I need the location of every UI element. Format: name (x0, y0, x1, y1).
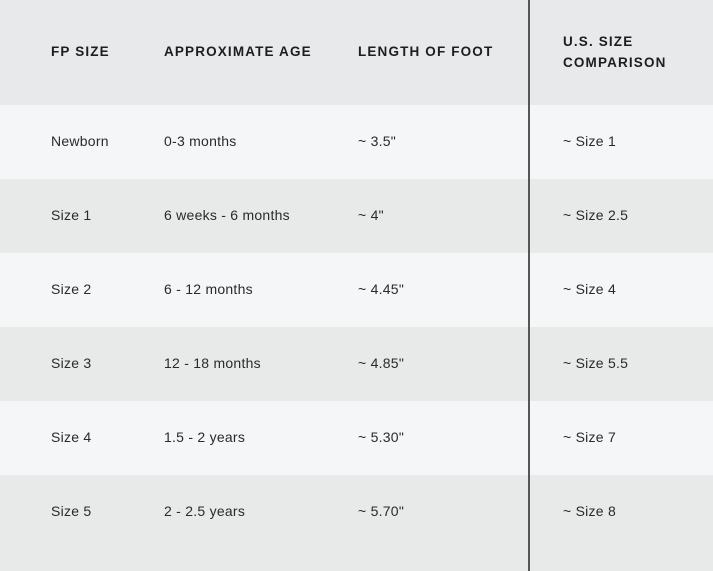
column-header-label: FP SIZE (51, 44, 110, 60)
cell-value: 6 weeks - 6 months (164, 207, 290, 224)
cell-approximate-age: 2 - 2.5 years (164, 475, 354, 549)
cell-approximate-age: 0-3 months (164, 105, 354, 179)
cell-value: 6 - 12 months (164, 281, 253, 298)
cell-fp-size: Size 2 (51, 253, 161, 327)
column-header-approximate-age: APPROXIMATE AGE (164, 0, 354, 105)
cell-value: ~ 4.85" (358, 355, 405, 372)
cell-us-size: ~ Size 4 (563, 253, 703, 327)
table-row: Newborn 0-3 months ~ 3.5" ~ Size 1 (0, 105, 713, 179)
cell-value: ~ 5.30" (358, 429, 405, 446)
cell-value: ~ Size 1 (563, 133, 616, 150)
cell-fp-size: Size 1 (51, 179, 161, 253)
table-row: Size 4 1.5 - 2 years ~ 5.30" ~ Size 7 (0, 401, 713, 475)
cell-approximate-age: 12 - 18 months (164, 327, 354, 401)
column-header-fp-size: FP SIZE (51, 0, 161, 105)
cell-value: 1.5 - 2 years (164, 429, 246, 446)
column-header-label: APPROXIMATE AGE (164, 44, 312, 60)
table-row: Size 5 2 - 2.5 years ~ 5.70" ~ Size 8 (0, 475, 713, 571)
cell-value: ~ Size 2.5 (563, 207, 629, 224)
table-row: Size 1 6 weeks - 6 months ~ 4" ~ Size 2.… (0, 179, 713, 253)
cell-value: Size 1 (51, 207, 92, 224)
cell-length-of-foot: ~ 5.70" (358, 475, 523, 549)
column-header-us-size-comparison: U.S. SIZE COMPARISON (563, 0, 703, 105)
cell-value: 0-3 months (164, 133, 237, 150)
cell-length-of-foot: ~ 4.45" (358, 253, 523, 327)
cell-fp-size: Newborn (51, 105, 161, 179)
cell-approximate-age: 6 weeks - 6 months (164, 179, 354, 253)
column-header-label: U.S. SIZE COMPARISON (563, 34, 667, 70)
cell-us-size: ~ Size 7 (563, 401, 703, 475)
cell-value: ~ 3.5" (358, 133, 396, 150)
cell-value: Size 3 (51, 355, 92, 372)
column-header-length-of-foot: LENGTH OF FOOT (358, 0, 523, 105)
cell-us-size: ~ Size 5.5 (563, 327, 703, 401)
table-row: Size 3 12 - 18 months ~ 4.85" ~ Size 5.5 (0, 327, 713, 401)
cell-approximate-age: 6 - 12 months (164, 253, 354, 327)
cell-value: Size 5 (51, 503, 92, 520)
column-divider (528, 0, 530, 571)
table-row: Size 2 6 - 12 months ~ 4.45" ~ Size 4 (0, 253, 713, 327)
cell-fp-size: Size 4 (51, 401, 161, 475)
cell-fp-size: Size 5 (51, 475, 161, 549)
cell-value: ~ 5.70" (358, 503, 405, 520)
cell-value: ~ Size 7 (563, 429, 616, 446)
cell-value: Size 2 (51, 281, 92, 298)
cell-length-of-foot: ~ 4" (358, 179, 523, 253)
cell-fp-size: Size 3 (51, 327, 161, 401)
cell-value: ~ Size 5.5 (563, 355, 629, 372)
cell-value: ~ Size 8 (563, 503, 616, 520)
cell-value: Newborn (51, 133, 109, 150)
cell-length-of-foot: ~ 4.85" (358, 327, 523, 401)
cell-value: ~ Size 4 (563, 281, 616, 298)
table-header-row: FP SIZE APPROXIMATE AGE LENGTH OF FOOT U… (0, 0, 713, 105)
cell-value: ~ 4.45" (358, 281, 405, 298)
cell-value: 2 - 2.5 years (164, 503, 246, 520)
cell-length-of-foot: ~ 5.30" (358, 401, 523, 475)
cell-value: Size 4 (51, 429, 92, 446)
cell-us-size: ~ Size 1 (563, 105, 703, 179)
cell-value: ~ 4" (358, 207, 384, 224)
column-header-label: LENGTH OF FOOT (358, 44, 494, 60)
cell-approximate-age: 1.5 - 2 years (164, 401, 354, 475)
cell-value: 12 - 18 months (164, 355, 261, 372)
cell-us-size: ~ Size 2.5 (563, 179, 703, 253)
cell-length-of-foot: ~ 3.5" (358, 105, 523, 179)
cell-us-size: ~ Size 8 (563, 475, 703, 549)
